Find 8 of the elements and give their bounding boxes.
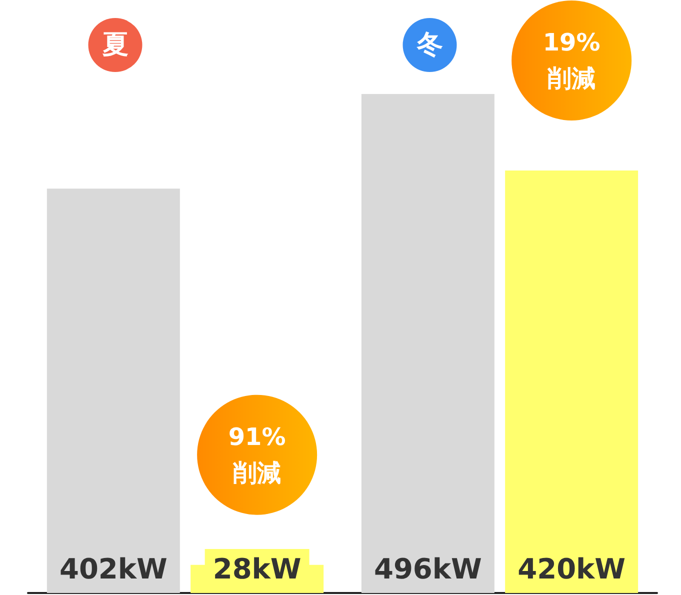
data-label: 28kW xyxy=(212,552,302,586)
data-label: 420kW xyxy=(518,552,626,586)
x-tick-label: 冬 xyxy=(416,30,443,60)
data-label: 402kW xyxy=(59,552,168,586)
data-label: 496kW xyxy=(374,552,482,586)
annotation: 91% 削減 xyxy=(228,422,286,487)
text: 19% 削減 xyxy=(542,28,600,92)
x-tick-label: 夏 xyxy=(101,30,128,60)
